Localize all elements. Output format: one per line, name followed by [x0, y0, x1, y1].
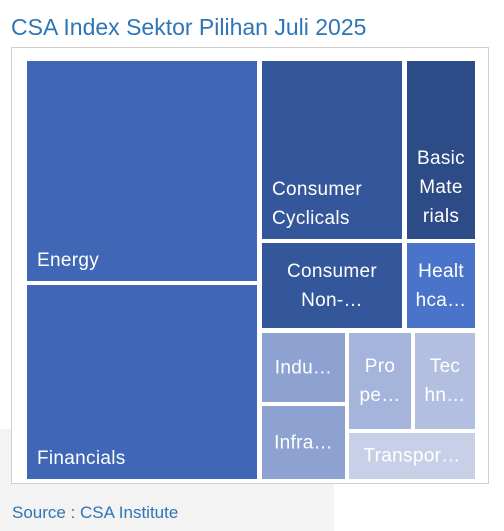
- treemap-tile-energy: Energy: [27, 61, 257, 281]
- treemap-tile-healthcare: Healt hca…: [407, 243, 475, 328]
- treemap-tile-label: Financials: [37, 448, 126, 469]
- treemap-chart: Energy Financials Consumer Cyclicals Basic Ma…: [11, 47, 489, 484]
- source-note: Source : CSA Institute: [12, 503, 179, 522]
- treemap-tile-label: Indu…: [274, 357, 333, 378]
- treemap-tile-industrials: Indu…: [262, 333, 345, 402]
- treemap-tile-label: Consumer Cyclicals: [272, 179, 363, 229]
- treemap-tile-consumer-non-cyclicals: Consumer Non-…: [262, 243, 402, 328]
- treemap-tile-transportation: Transpor…: [349, 433, 475, 479]
- treemap-tile-label: Healt hca…: [415, 260, 467, 311]
- treemap-tile-label: Transpor…: [363, 445, 461, 467]
- treemap-tile-properties: Pro pe…: [349, 333, 411, 429]
- treemap-tile-consumer-cyclicals: Consumer Cyclicals: [262, 61, 402, 239]
- chart-title: CSA Index Sektor Pilihan Juli 2025: [11, 14, 367, 40]
- treemap-tile-label: Consumer Non-…: [286, 260, 378, 311]
- treemap-tile-label: Infra…: [274, 432, 333, 453]
- treemap-tile-label: Energy: [37, 250, 100, 271]
- treemap-tile-label: Tec hn…: [424, 356, 466, 406]
- treemap-tile-label: Basic Mate rials: [417, 148, 465, 227]
- treemap-tile-basic-materials: Basic Mate rials: [407, 61, 475, 239]
- treemap-tile-technology: Tec hn…: [415, 333, 475, 429]
- treemap-tile-financials: Financials: [27, 285, 257, 479]
- treemap-tile-label: Pro pe…: [359, 356, 401, 406]
- treemap-tile-infrastructure: Infra…: [262, 406, 345, 479]
